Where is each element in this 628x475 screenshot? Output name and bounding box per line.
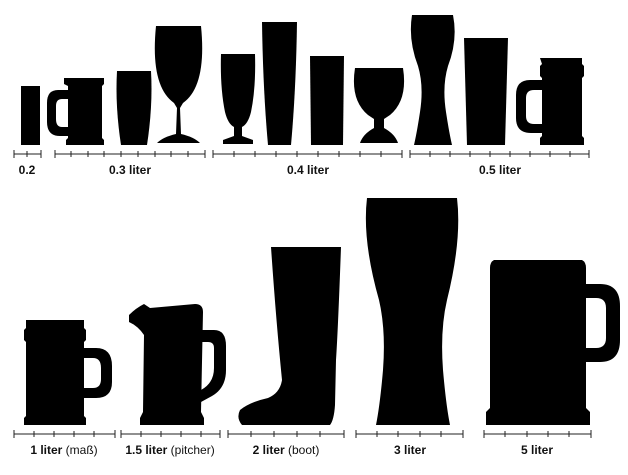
bracket-r2-1 xyxy=(13,430,116,438)
bracket-r2-2 xyxy=(227,430,345,438)
tumbler-icon xyxy=(116,71,152,145)
bracket-r2-3 xyxy=(355,430,464,438)
snifter-icon xyxy=(353,68,405,143)
giant-stein-icon xyxy=(486,260,620,425)
bracket-r1-03 xyxy=(54,150,206,158)
tall-glass-icon xyxy=(262,22,297,145)
goblet-icon xyxy=(154,26,203,143)
bracket-r1-05 xyxy=(409,150,590,158)
label-1: 1 liter (maß) xyxy=(30,443,97,457)
bracket-r2-15 xyxy=(120,430,221,438)
label-1-5: 1.5 liter (pitcher) xyxy=(125,443,214,457)
label-3: 3 liter xyxy=(394,443,426,457)
stein-icon xyxy=(516,58,584,145)
weizen-glass-icon xyxy=(410,15,455,145)
footed-pilsner-icon xyxy=(220,54,256,144)
pint-glass-icon-2 xyxy=(464,38,508,145)
mass-mug-icon xyxy=(24,320,112,425)
label-0-2: 0.2 xyxy=(19,163,36,177)
pitcher-icon xyxy=(129,304,226,425)
label-5: 5 liter xyxy=(521,443,553,457)
mug-icon xyxy=(47,78,104,145)
boot-glass-icon xyxy=(238,247,341,425)
bracket-r2-5 xyxy=(483,430,592,438)
label-2: 2 liter (boot) xyxy=(253,443,320,457)
pint-glass-icon xyxy=(310,56,344,145)
giant-weizen-glass-icon xyxy=(365,198,459,425)
small-glass-icon xyxy=(21,86,40,145)
bracket-r1-02 xyxy=(13,150,42,158)
label-0-3: 0.3 liter xyxy=(109,163,151,177)
label-0-4: 0.4 liter xyxy=(287,163,329,177)
bracket-r1-04 xyxy=(212,150,403,158)
label-0-5: 0.5 liter xyxy=(479,163,521,177)
